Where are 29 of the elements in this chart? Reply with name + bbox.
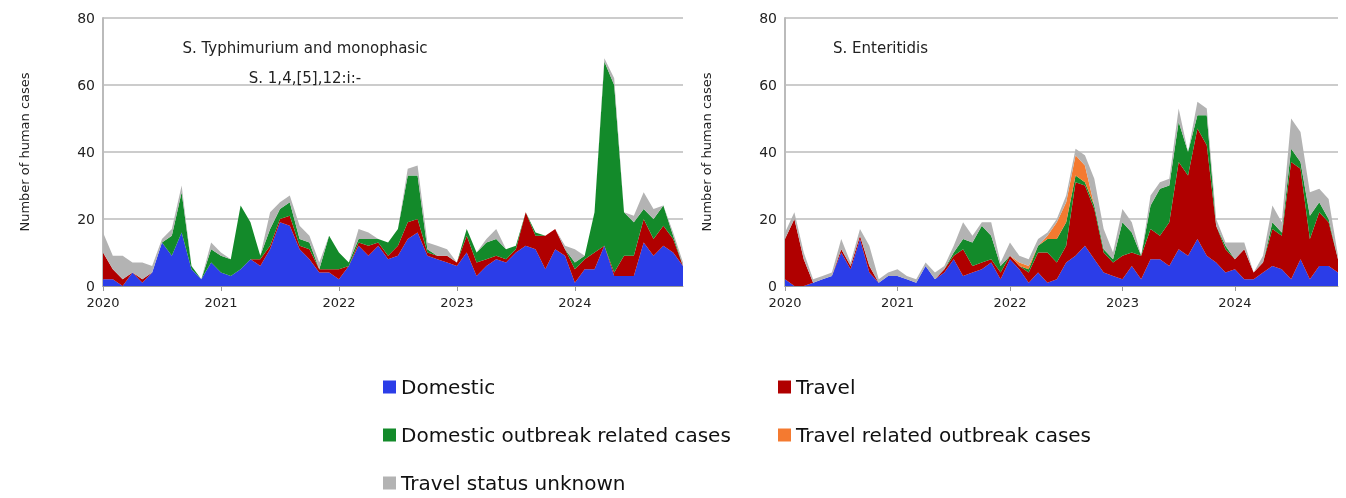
y-tick-label: 20	[77, 211, 95, 227]
x-tick-label: 2021	[204, 295, 238, 310]
legend-label: Travel related outbreak cases	[795, 423, 1092, 447]
x-tick-label: 2022	[993, 295, 1027, 310]
y-tick-label: 0	[768, 278, 777, 294]
x-tick-label: 2021	[880, 295, 915, 310]
x-tick-label: 2023	[1105, 295, 1139, 310]
y-tick-label: 0	[86, 278, 95, 294]
x-tick-label: 2023	[440, 295, 474, 310]
legend-label: Domestic	[401, 375, 496, 399]
legend-label: Domestic outbreak related cases	[401, 423, 731, 447]
text: S. Typhimurium and monophasic S. 1,4,[5],12:i:-	[182, 39, 428, 87]
x-tick-label: 2022	[322, 295, 356, 310]
x-tick-label: 2020	[768, 295, 802, 310]
y-tick-label: 80	[77, 10, 95, 26]
y-axis-title: Number of human cases	[699, 72, 714, 232]
y-tick-label: 40	[759, 144, 777, 160]
y-tick-label: 40	[77, 144, 95, 160]
y-tick-label: 20	[759, 211, 777, 227]
x-tick-label: 2024	[558, 295, 592, 310]
y-tick-label: 60	[77, 77, 95, 93]
x-tick-label: 2020	[86, 295, 120, 310]
legend-label: Travel	[795, 375, 856, 399]
text: S. Enteritidis	[833, 39, 929, 57]
legend-label: Travel status unknown	[400, 471, 626, 495]
y-tick-label: 60	[759, 77, 777, 93]
y-tick-label: 80	[759, 10, 777, 26]
y-axis-title: Number of human cases	[17, 72, 32, 232]
x-tick-label: 2024	[1218, 295, 1252, 310]
